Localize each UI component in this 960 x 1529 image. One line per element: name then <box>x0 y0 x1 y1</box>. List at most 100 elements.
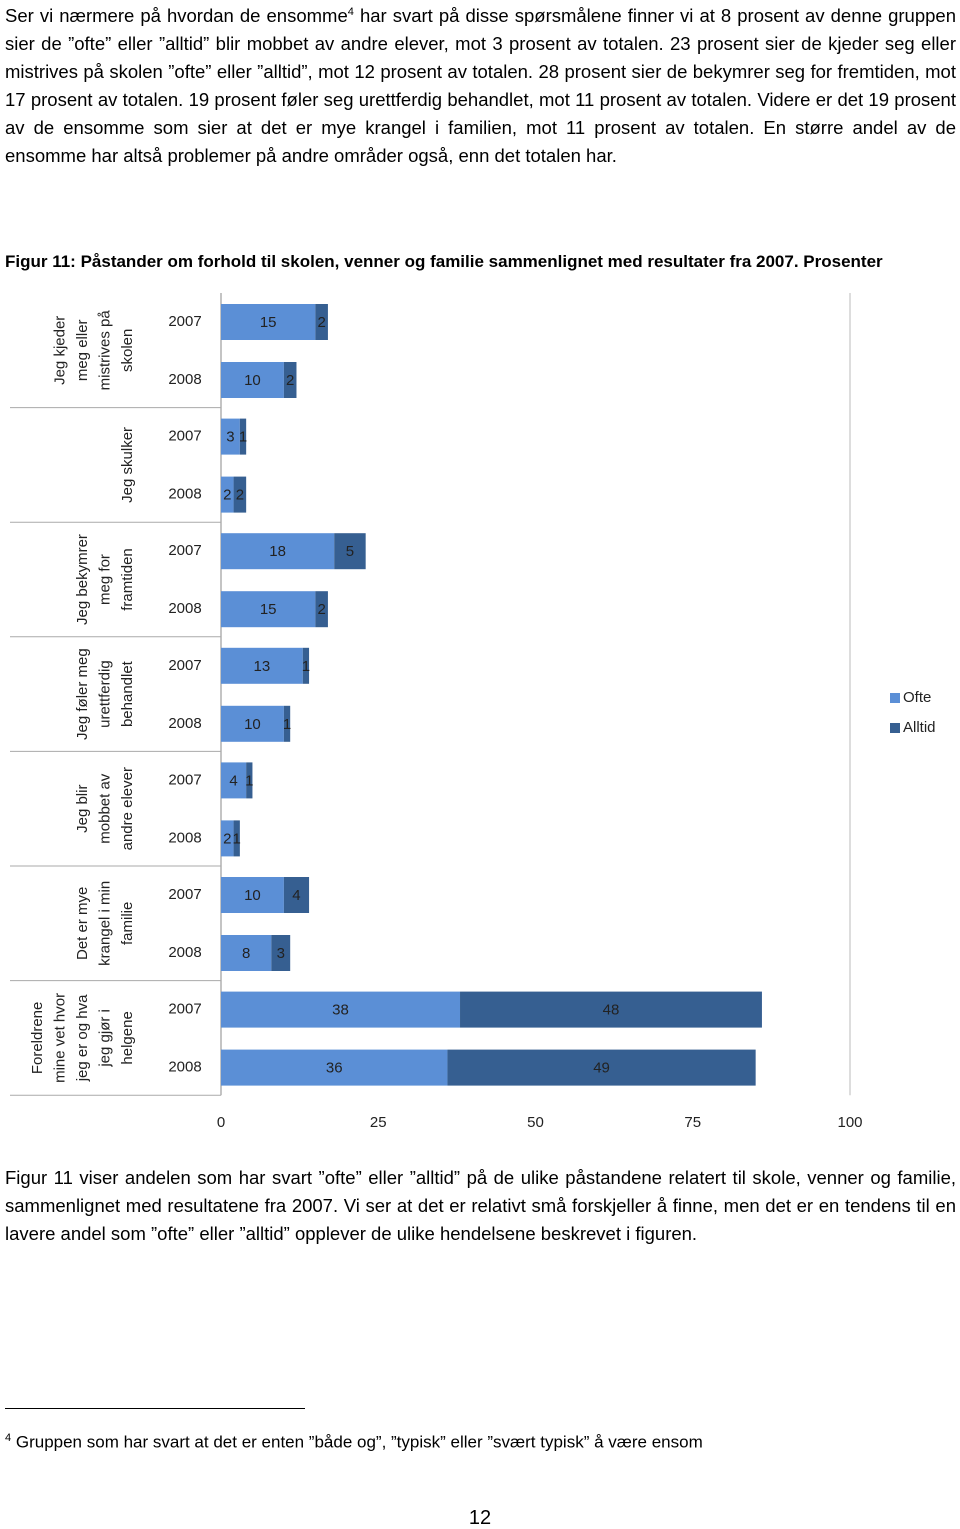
body-paragraph: Figur 11 viser andelen som har svart ”of… <box>5 1167 956 1244</box>
data-label: 3 <box>226 429 234 446</box>
data-label: 1 <box>302 658 310 675</box>
group-label: helgene <box>119 1011 136 1064</box>
footnote-rule <box>5 1408 305 1409</box>
data-label: 2 <box>223 830 231 847</box>
data-label: 4 <box>229 772 237 789</box>
data-label: 2 <box>223 487 231 504</box>
group-label: framtiden <box>119 548 136 611</box>
group-label: mistrives på <box>96 310 113 391</box>
y-tick-label: 2008 <box>168 600 201 617</box>
legend-label: Alltid <box>903 719 936 736</box>
bar-segment <box>221 705 284 742</box>
legend-label: Ofte <box>903 689 931 706</box>
page-number: 12 <box>468 1507 492 1529</box>
group-label: jeg gjør i <box>96 1009 113 1068</box>
data-label: 4 <box>292 887 300 904</box>
data-label: 1 <box>283 716 291 733</box>
data-label: 36 <box>326 1060 343 1077</box>
data-label: 1 <box>233 830 241 847</box>
x-tick-label: 50 <box>527 1114 544 1131</box>
bar-segment <box>283 705 291 742</box>
bar-segment <box>221 533 335 570</box>
data-label: 3 <box>277 945 285 962</box>
legend-swatch <box>890 693 900 703</box>
group-label: andre elever <box>119 767 136 850</box>
bar-segment <box>221 418 240 455</box>
bar-segment <box>460 991 762 1028</box>
bar-segment <box>315 591 328 628</box>
bar-segment <box>239 418 247 455</box>
group-label: Jeg føler meg <box>74 648 91 740</box>
data-label: 48 <box>603 1002 620 1019</box>
group-label: meg eller <box>74 319 91 381</box>
data-label: 10 <box>244 372 261 389</box>
y-tick-label: 2008 <box>168 486 201 503</box>
footnote-mark: 4 <box>5 1432 12 1444</box>
bar-segment <box>283 877 310 913</box>
y-tick-label: 2007 <box>168 1001 201 1018</box>
bar-segment <box>233 476 247 513</box>
bar-segment <box>221 591 316 628</box>
x-tick-label: 100 <box>837 1114 862 1131</box>
text: Ser vi nærmere på hvordan de ensomme <box>5 5 348 26</box>
bar-segment <box>233 820 240 857</box>
group-label: Jeg kjeder <box>51 316 68 385</box>
data-label: 15 <box>260 314 277 331</box>
data-label: 2 <box>317 314 325 331</box>
legend-swatch <box>890 723 900 733</box>
footnote-ref: 4 <box>347 5 354 18</box>
group-label: mobbet av <box>96 773 113 844</box>
group-label: Jeg bekymrer <box>74 534 91 625</box>
group-label: familie <box>119 902 136 945</box>
data-label: 49 <box>593 1060 610 1077</box>
figure-caption: Figur 11: Påstander om forhold til skole… <box>5 252 883 271</box>
y-tick-label: 2008 <box>168 715 201 732</box>
bar-segment <box>221 304 316 340</box>
bar-segment <box>302 647 310 684</box>
data-label: 13 <box>254 658 271 675</box>
bar-segment <box>271 935 291 971</box>
data-label: 2 <box>286 372 294 389</box>
bar-segment <box>221 647 303 684</box>
data-label: 10 <box>244 716 261 733</box>
x-tick-label: 75 <box>684 1114 701 1131</box>
group-label: krangel i min <box>96 881 113 966</box>
bar-segment <box>334 533 366 570</box>
bar-segment <box>221 935 272 971</box>
y-tick-label: 2007 <box>168 428 201 445</box>
data-label: 10 <box>244 887 261 904</box>
footnote: 4 Gruppen som har svart at det er enten … <box>5 1432 703 1453</box>
group-label: urettferdig <box>96 660 113 728</box>
bar-segment <box>315 304 328 340</box>
data-label: 1 <box>245 772 253 789</box>
bar-segment <box>221 820 234 857</box>
group-label: mine vet hvor <box>51 993 68 1083</box>
bar-segment <box>221 762 247 799</box>
y-tick-label: 2007 <box>168 771 201 788</box>
data-label: 38 <box>332 1002 349 1019</box>
y-tick-label: 2008 <box>168 944 201 961</box>
y-tick-label: 2008 <box>168 829 201 846</box>
group-label: jeg er og hva <box>74 994 91 1082</box>
group-label: skolen <box>119 329 136 372</box>
bar-segment <box>221 362 284 398</box>
data-label: 2 <box>236 487 244 504</box>
data-label: 5 <box>346 543 354 560</box>
x-tick-label: 0 <box>217 1114 225 1131</box>
y-tick-label: 2007 <box>168 657 201 674</box>
y-tick-label: 2008 <box>168 1059 201 1076</box>
y-tick-label: 2007 <box>168 542 201 559</box>
bar-segment <box>447 1049 756 1086</box>
data-label: 1 <box>239 429 247 446</box>
data-label: 18 <box>269 543 286 560</box>
group-label: Jeg skulker <box>119 427 136 503</box>
group-label: meg for <box>96 554 113 605</box>
data-label: 2 <box>317 601 325 618</box>
intro-paragraph: Ser vi nærmere på hvordan de ensomme4 ha… <box>5 2 956 170</box>
footnote-text: Gruppen som har svart at det er enten ”b… <box>15 1432 703 1452</box>
group-label: Foreldrene <box>29 1002 46 1075</box>
data-label: 15 <box>260 601 277 618</box>
bar-segment <box>221 1049 448 1086</box>
